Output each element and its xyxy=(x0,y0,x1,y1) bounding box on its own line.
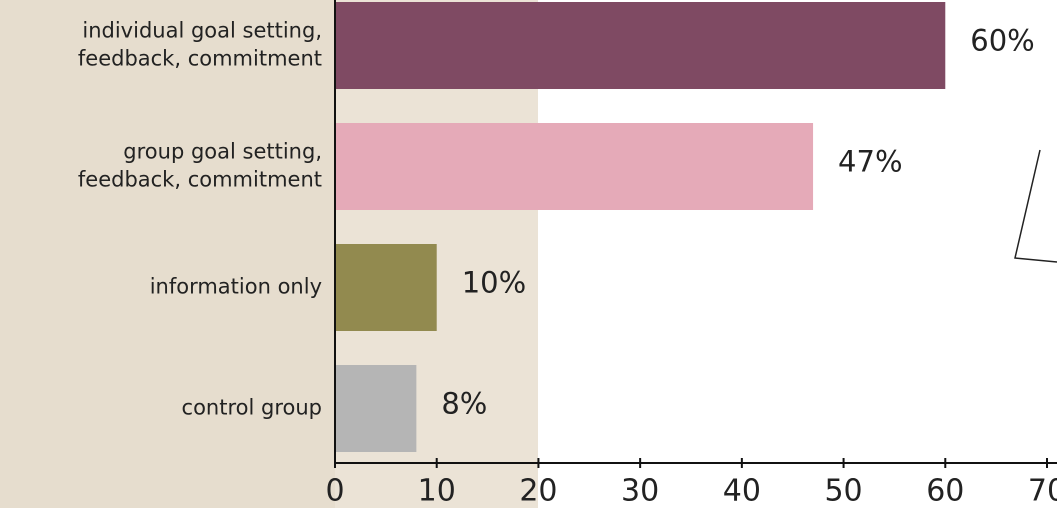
value-label: 60% xyxy=(970,24,1034,58)
bar xyxy=(335,365,417,452)
bar xyxy=(335,244,437,331)
x-tick-label: 0 xyxy=(325,474,344,508)
category-label: group goal setting, feedback, commitment xyxy=(78,140,322,192)
category-label: control group xyxy=(182,396,322,420)
x-tick-label: 20 xyxy=(519,474,557,508)
x-tick-label: 70 xyxy=(1028,474,1057,508)
bar xyxy=(335,2,946,89)
bar xyxy=(335,123,814,210)
sketch-outline xyxy=(1014,149,1057,263)
category-label: individual goal setting, feedback, commit… xyxy=(78,19,322,71)
value-label: 47% xyxy=(838,145,902,179)
background-photo-shade xyxy=(0,0,335,508)
x-tick-label: 50 xyxy=(824,474,862,508)
value-label: 10% xyxy=(462,266,526,300)
value-label: 8% xyxy=(441,387,487,421)
category-label: information only xyxy=(150,275,322,299)
x-tick-label: 40 xyxy=(723,474,761,508)
x-tick-label: 30 xyxy=(621,474,659,508)
x-tick-label: 10 xyxy=(418,474,456,508)
x-tick-label: 60 xyxy=(926,474,964,508)
